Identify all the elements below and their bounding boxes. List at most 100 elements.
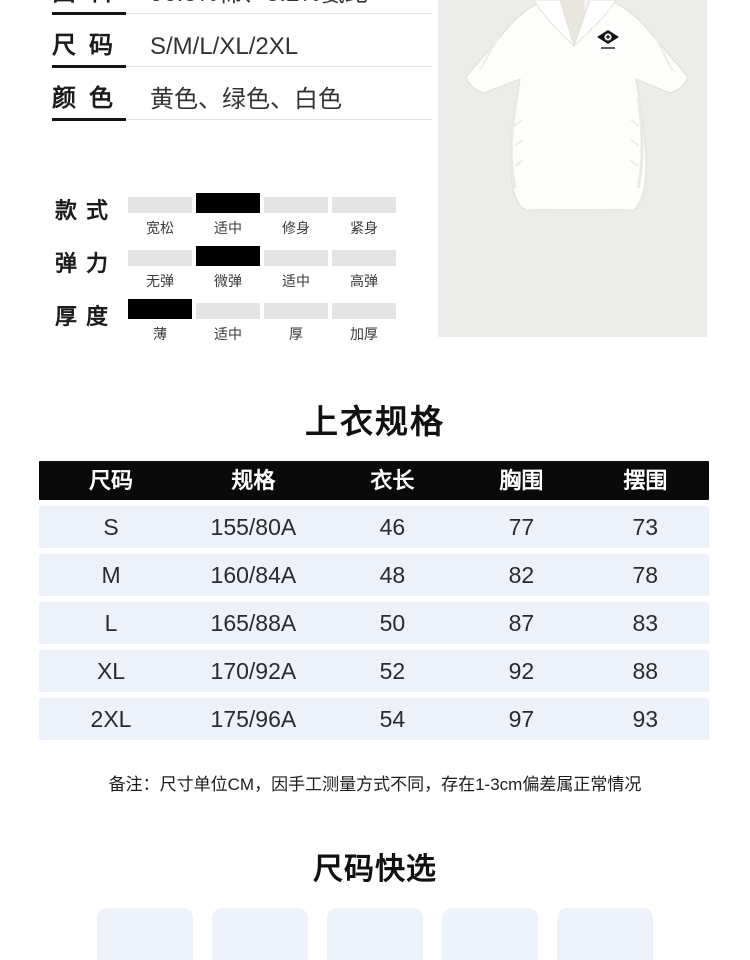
scale-option-label: 适中: [282, 273, 310, 289]
attribute-label: 尺码: [52, 33, 126, 59]
scale-bar: [196, 303, 260, 319]
attribute-row-color: 颜色 黄色、绿色、白色: [52, 86, 432, 121]
divider: [52, 13, 432, 14]
table-cell: 52: [379, 658, 406, 684]
table-cell: 73: [632, 514, 659, 540]
scale-option-label: 薄: [153, 326, 167, 342]
scale-option-label: 修身: [282, 220, 310, 236]
scale-option-label: 适中: [214, 220, 242, 236]
scale-bar: [128, 250, 192, 266]
table-cell: 83: [632, 610, 659, 636]
table-cell: L: [104, 610, 118, 636]
attribute-label: 面料: [52, 0, 126, 7]
attribute-label: 颜色: [52, 86, 126, 112]
scale-bar: [332, 197, 396, 213]
table-cell: 92: [508, 658, 535, 684]
table-cell: 78: [632, 562, 659, 588]
scale-option: 加厚: [332, 303, 396, 344]
scale-label: 款式: [55, 198, 118, 223]
scale-bar: [196, 246, 260, 266]
quick-select-title: 尺码快选: [313, 853, 437, 886]
scale-option-label: 微弹: [214, 273, 242, 289]
size-button-l[interactable]: L: [327, 908, 423, 960]
scale-option: 修身: [264, 197, 328, 238]
scale-row-thickness: 厚度 薄 适中 厚 加厚: [0, 296, 430, 346]
table-cell: M: [101, 562, 121, 588]
table-cell: 155/80A: [210, 514, 297, 540]
scale-option: 高弹: [332, 250, 396, 291]
scale-bar: [128, 299, 192, 319]
scale-row-elasticity: 弹力 无弹 微弹 适中 高弹: [0, 243, 430, 293]
polo-shirt-image: [465, 0, 689, 215]
quick-select-buttons: S M L XL 2XL: [0, 908, 750, 960]
scale-option: 厚: [264, 303, 328, 344]
label-underline: [52, 12, 126, 15]
divider: [52, 119, 432, 120]
attribute-value: S/M/L/XL/2XL: [150, 33, 299, 60]
table-cell: 165/88A: [210, 610, 297, 636]
column-header: 衣长: [370, 468, 415, 493]
scale-option-label: 紧身: [350, 220, 378, 236]
table-cell: 48: [379, 562, 406, 588]
table-row: XL 170/92A 52 92 88: [39, 650, 709, 692]
scale-option-label: 宽松: [146, 220, 174, 236]
column-header: 规格: [231, 468, 276, 493]
attribute-row-size: 尺码 S/M/L/XL/2XL: [52, 33, 432, 68]
scale-option-label: 加厚: [350, 326, 378, 342]
scale-bar-group: 薄 适中 厚 加厚: [128, 299, 396, 344]
table-cell: 97: [508, 706, 535, 732]
table-row: 2XL 175/96A 54 97 93: [39, 698, 709, 740]
attribute-row-fabric: 面料 96.8%棉、3.2%氨纶: [52, 0, 432, 15]
table-cell: 170/92A: [210, 658, 297, 684]
table-cell: S: [103, 514, 119, 540]
size-spec-table: 尺码 规格 衣长 胸围 摆围 S 155/80A 46 77 73 M 160/…: [39, 461, 709, 740]
scale-option: 适中: [264, 250, 328, 291]
table-cell: 175/96A: [210, 706, 297, 732]
table-cell: 87: [508, 610, 535, 636]
size-button-s[interactable]: S: [97, 908, 193, 960]
scale-option: 适中: [196, 193, 260, 238]
column-header: 尺码: [89, 468, 134, 493]
table-cell: 93: [632, 706, 659, 732]
table-header-row: 尺码 规格 衣长 胸围 摆围: [39, 461, 709, 500]
table-cell: 77: [508, 514, 535, 540]
size-button-xl[interactable]: XL: [442, 908, 538, 960]
size-button-2xl[interactable]: 2XL: [557, 908, 653, 960]
scale-bar: [332, 250, 396, 266]
table-row: L 165/88A 50 87 83: [39, 602, 709, 644]
table-row: S 155/80A 46 77 73: [39, 506, 709, 548]
spec-table-title: 上衣规格: [305, 403, 445, 440]
scale-option: 紧身: [332, 197, 396, 238]
column-header: 胸围: [499, 468, 544, 493]
scale-bar-group: 无弹 微弹 适中 高弹: [128, 246, 396, 291]
scale-bar: [264, 303, 328, 319]
brand-logo-icon: [597, 30, 619, 49]
label-underline: [52, 65, 126, 68]
scale-option-label: 无弹: [146, 273, 174, 289]
scale-bar: [264, 250, 328, 266]
scale-option: 微弹: [196, 246, 260, 291]
attribute-value: 黄色、绿色、白色: [150, 86, 342, 113]
table-cell: 2XL: [90, 706, 132, 732]
scale-bar: [196, 193, 260, 213]
scale-option: 宽松: [128, 197, 192, 238]
table-cell: 54: [379, 706, 406, 732]
scale-option-label: 厚: [289, 326, 303, 342]
table-cell: 88: [632, 658, 659, 684]
table-cell: 50: [379, 610, 406, 636]
table-cell: 160/84A: [210, 562, 297, 588]
column-header: 摆围: [623, 468, 668, 493]
scale-option: 薄: [128, 299, 192, 344]
label-underline: [52, 118, 126, 121]
scale-bar-group: 宽松 适中 修身 紧身: [128, 193, 396, 238]
attribute-value: 96.8%棉、3.2%氨纶: [150, 0, 369, 8]
scale-bar: [128, 197, 192, 213]
divider: [52, 66, 432, 67]
scale-row-style: 款式 宽松 适中 修身 紧身: [0, 190, 430, 240]
measurement-note: 备注：尺寸单位CM，因手工测量方式不同，存在1-3cm偏差属正常情况: [108, 775, 642, 794]
scale-bar: [332, 303, 396, 319]
scale-option: 适中: [196, 303, 260, 344]
scale-option-label: 适中: [214, 326, 242, 342]
size-button-m[interactable]: M: [212, 908, 308, 960]
